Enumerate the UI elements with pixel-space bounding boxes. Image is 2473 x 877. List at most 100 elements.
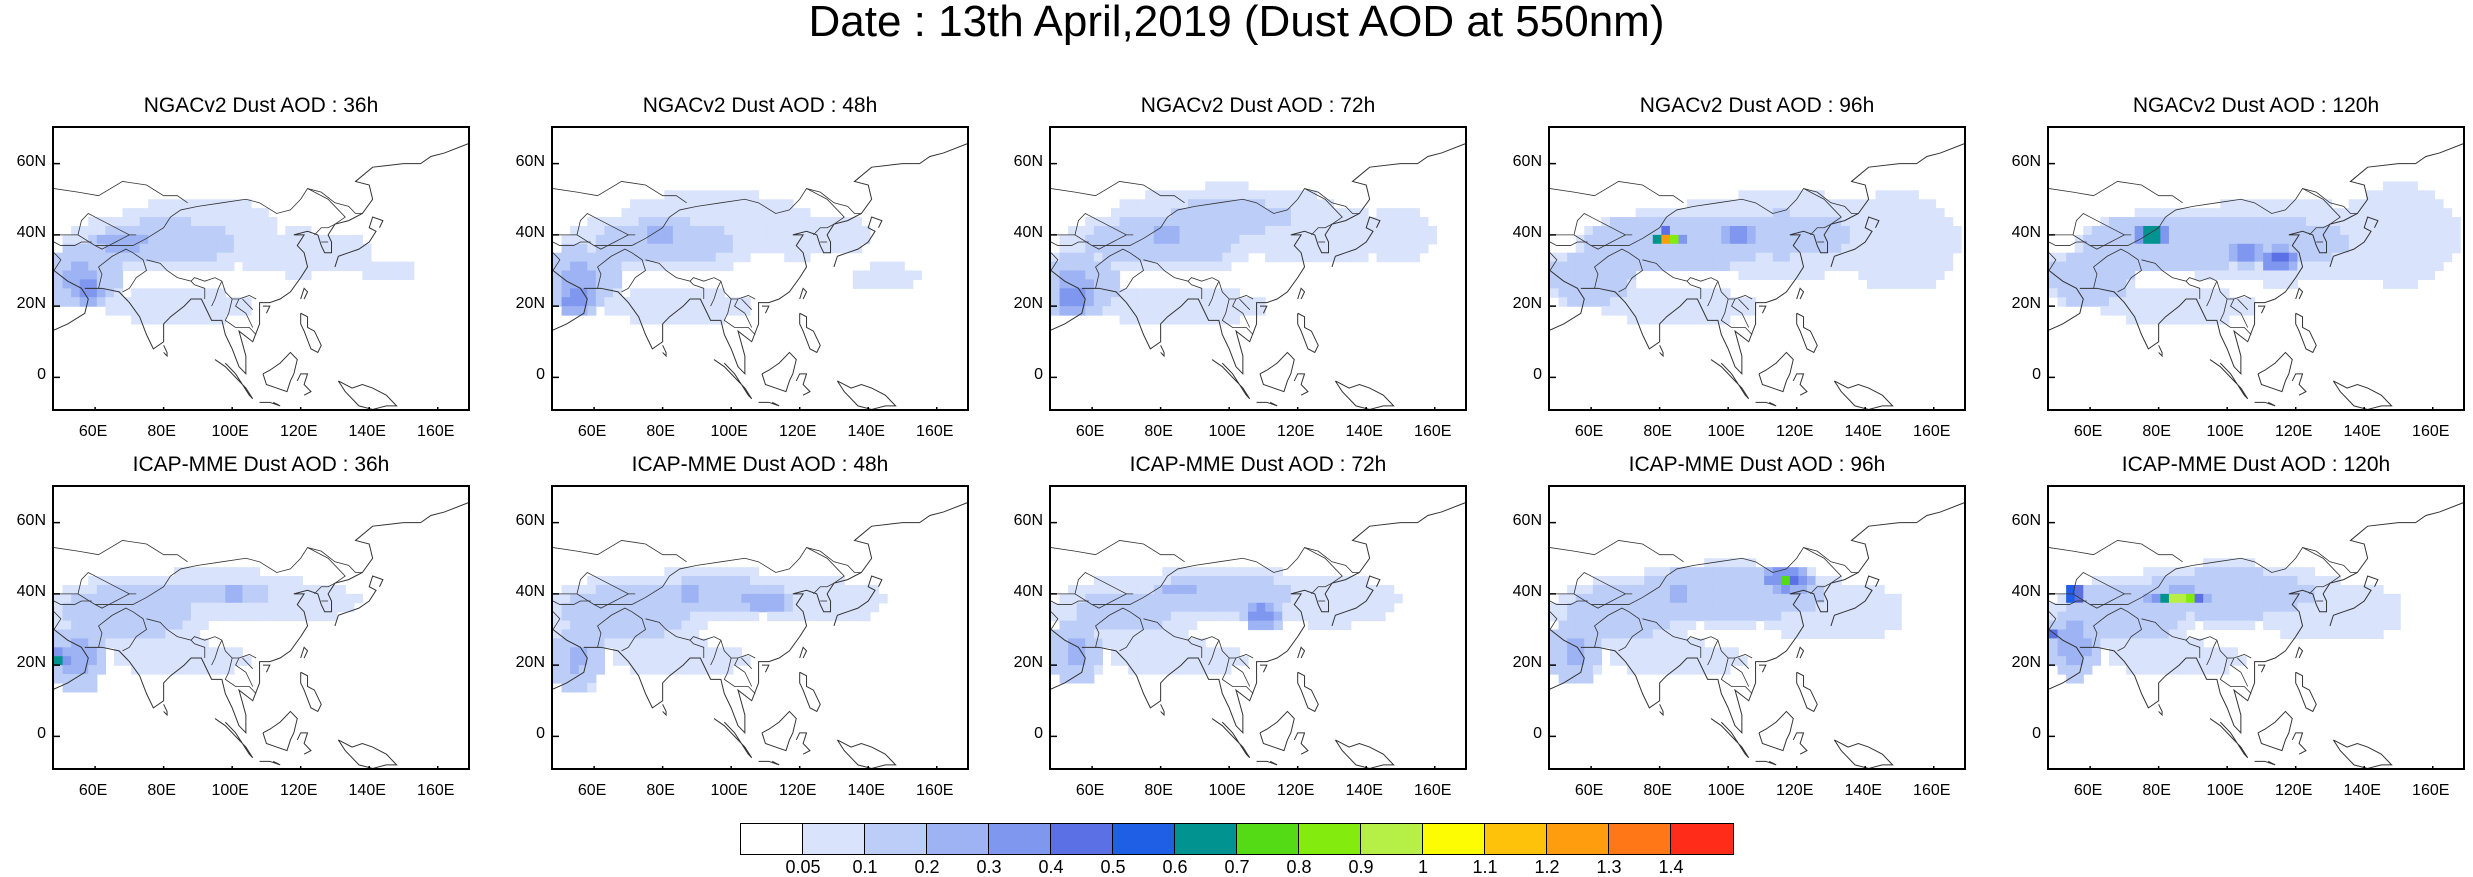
aod-cell	[2143, 261, 2153, 272]
aod-cell	[2220, 225, 2230, 236]
aod-cell	[895, 279, 905, 289]
aod-cell	[62, 234, 72, 245]
aod-cell	[1059, 261, 1069, 272]
aod-cell	[2391, 602, 2401, 613]
aod-cell	[1627, 611, 1637, 622]
aod-cell	[148, 225, 158, 236]
aod-cell	[208, 567, 218, 577]
aod-cell	[612, 647, 623, 657]
aod-cell	[1652, 261, 1662, 272]
aod-cell	[1575, 243, 1585, 254]
aod-cell	[1884, 199, 1894, 209]
aod-cell	[553, 656, 563, 666]
aod-cell	[131, 576, 141, 586]
aod-cell	[612, 584, 623, 595]
panel-title: NGACv2 Dust AOD : 36h	[143, 94, 379, 117]
aod-cell	[570, 611, 580, 622]
aod-cell	[707, 234, 717, 245]
aod-cell	[1712, 620, 1722, 631]
aod-cell	[1128, 629, 1138, 640]
aod-cell	[182, 629, 192, 640]
aod-cell	[664, 665, 674, 675]
aod-cell	[2220, 234, 2230, 245]
aod-cell	[2066, 261, 2076, 272]
aod-cell	[2237, 261, 2247, 272]
aod-cell	[2083, 252, 2093, 263]
aod-cell	[672, 208, 683, 218]
aod-cell	[801, 602, 811, 613]
aod-cell	[1076, 297, 1086, 307]
aod-cell	[2417, 252, 2427, 263]
aod-cell	[1815, 584, 1825, 595]
aod-cell	[844, 243, 854, 254]
aod-cell	[2383, 217, 2393, 227]
aod-cell	[251, 243, 261, 254]
aod-cell	[1764, 270, 1774, 281]
aod-cell	[2203, 665, 2213, 675]
aod-cell	[1764, 593, 1774, 604]
aod-cell	[1609, 252, 1620, 263]
aod-cell	[1273, 208, 1283, 218]
aod-cell	[319, 234, 329, 245]
aod-cell	[1738, 620, 1748, 631]
aod-cell	[2340, 629, 2350, 640]
aod-cell	[233, 297, 244, 307]
aod-cell	[1256, 208, 1266, 218]
aod-cell	[1858, 584, 1868, 595]
aod-cell	[732, 190, 743, 200]
aod-cell	[2323, 629, 2333, 640]
aod-cell	[2168, 243, 2179, 254]
aod-cell	[2057, 665, 2067, 675]
aod-cell	[732, 602, 743, 613]
aod-cell	[1627, 297, 1637, 307]
aod-cell	[1110, 261, 1121, 272]
aod-cell	[1609, 297, 1620, 307]
aod-cell	[1256, 567, 1266, 577]
aod-cell	[1935, 270, 1945, 281]
aod-cell	[1764, 611, 1774, 622]
aod-cell	[1652, 225, 1662, 236]
aod-cell	[1119, 252, 1129, 263]
aod-cell	[2049, 288, 2059, 298]
aod-cell	[1068, 225, 1078, 236]
aod-cell	[1926, 243, 1937, 254]
aod-cell	[1781, 576, 1791, 586]
aod-cell	[122, 208, 132, 218]
aod-cell	[801, 234, 811, 245]
aod-cell	[1085, 620, 1095, 631]
aod-cell	[1153, 620, 1163, 631]
aod-cell	[1781, 225, 1791, 236]
aod-cell	[1944, 217, 1954, 227]
lon-tick-label: 60E	[1574, 423, 1604, 440]
aod-cell	[2108, 611, 2119, 622]
aod-cell	[1299, 208, 1309, 218]
coastline	[337, 380, 398, 409]
coastline	[1260, 305, 1268, 314]
coastline	[1259, 710, 1295, 752]
aod-cell	[139, 217, 149, 227]
aod-cell	[1575, 638, 1585, 648]
aod-cell	[1884, 279, 1894, 289]
country-border	[1095, 607, 1144, 652]
aod-cell	[105, 243, 115, 254]
aod-cell	[1213, 199, 1223, 209]
aod-cell	[1076, 620, 1086, 631]
aod-cell	[2083, 584, 2093, 595]
aod-cell	[122, 656, 132, 666]
lon-tick-label: 60E	[78, 782, 108, 799]
aod-cell	[2100, 270, 2110, 281]
aod-cell	[208, 306, 218, 316]
aod-cell	[1806, 225, 1817, 236]
aod-cell	[2151, 234, 2161, 245]
aod-cell	[139, 656, 149, 666]
aod-cell	[173, 576, 184, 586]
aod-cell	[1188, 665, 1198, 675]
aod-cell	[1575, 584, 1585, 595]
aod-cell	[1342, 208, 1352, 218]
aod-cell	[208, 665, 218, 675]
aod-cell	[801, 584, 811, 595]
aod-cell	[672, 656, 683, 666]
aod-cell	[310, 261, 321, 272]
aod-cell	[1222, 288, 1232, 298]
aod-cell	[1669, 611, 1680, 622]
